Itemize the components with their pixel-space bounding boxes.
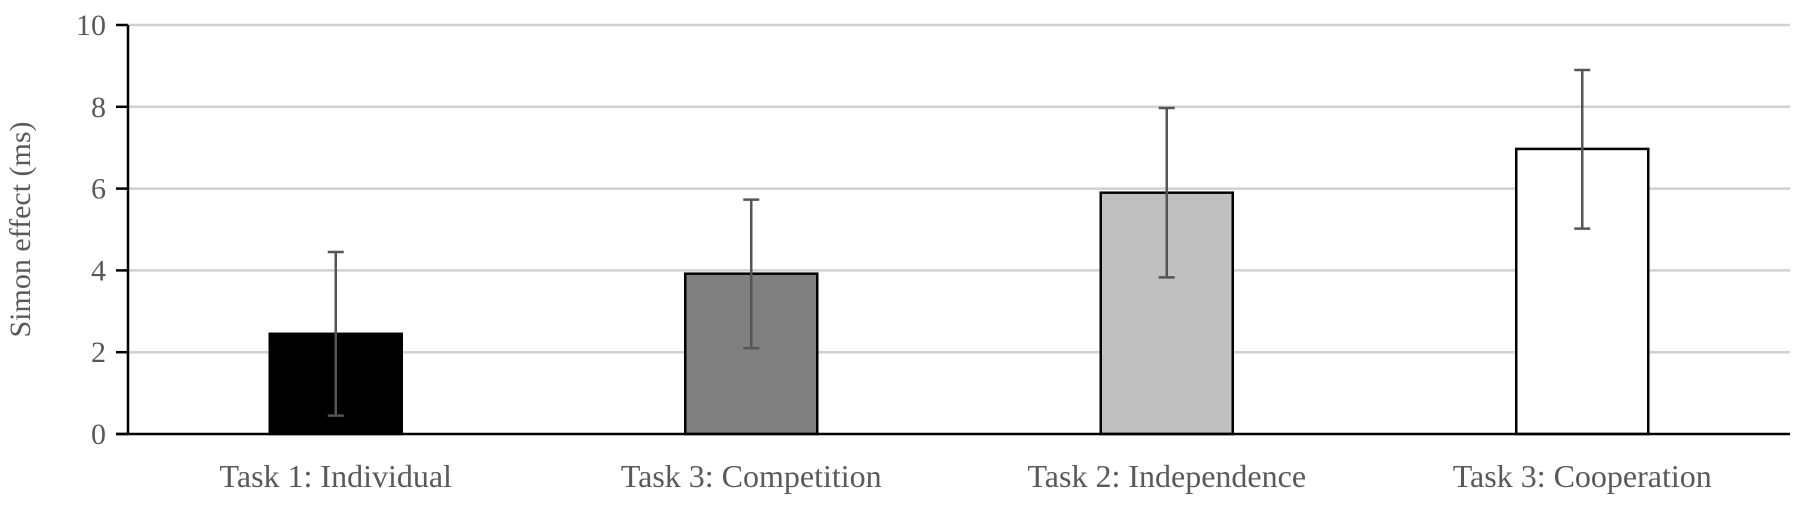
bars [268, 147, 1650, 436]
category-label-3: Task 3: Cooperation [1453, 458, 1712, 494]
y-tick-label-5: 10 [76, 9, 106, 42]
y-tick-label-1: 2 [91, 336, 106, 369]
gridlines [128, 23, 1790, 354]
category-label-0: Task 1: Individual [220, 458, 453, 494]
y-tick-label-2: 4 [91, 254, 106, 287]
category-label-2: Task 2: Independence [1027, 458, 1306, 494]
axes [116, 23, 1790, 436]
category-label-1: Task 3: Competition [621, 458, 882, 494]
y-tick-label-3: 6 [91, 173, 106, 206]
y-tick-label-0: 0 [91, 418, 106, 451]
labels: 0 2 4 6 8 10 Task 1: Individual Task 3: Competi… [4, 9, 1712, 494]
error-bars [327, 68, 1591, 417]
y-axis-title: Simon effect (ms) [4, 121, 37, 337]
y-tick-label-4: 8 [91, 91, 106, 124]
